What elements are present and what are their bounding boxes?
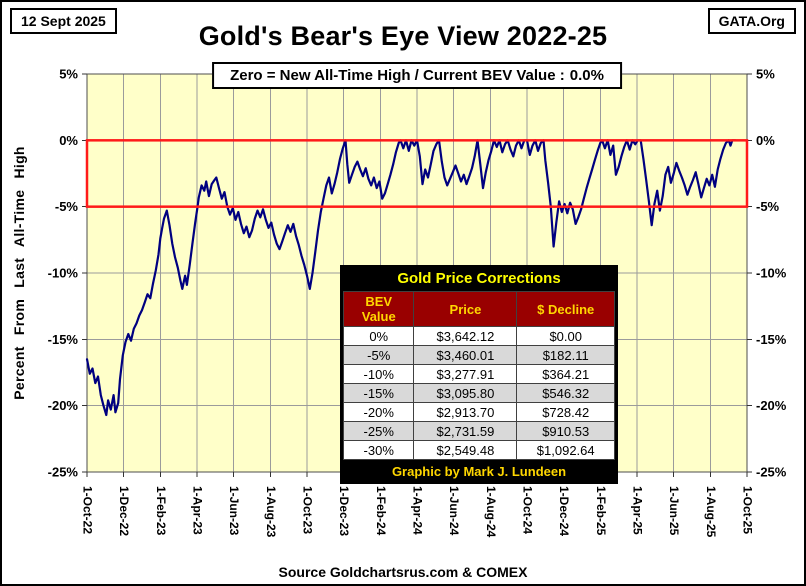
- y-tick-label-right: 0%: [756, 133, 775, 148]
- y-tick-label-right: -20%: [756, 398, 787, 413]
- price-cell: $2,913.70: [413, 402, 518, 422]
- table-row: -10% $3,277.91 $364.21: [342, 364, 615, 384]
- x-tick-label: 1-Aug-24: [484, 486, 498, 538]
- decline-cell: $182.11: [516, 345, 615, 365]
- y-tick-label-left: -20%: [48, 398, 79, 413]
- x-tick-label: 1-Aug-25: [704, 486, 718, 538]
- x-tick-label: 1-Oct-22: [81, 486, 95, 534]
- y-tick-label-right: 5%: [756, 67, 775, 82]
- bev-line: [85, 139, 737, 417]
- y-tick-label-right: -10%: [756, 266, 787, 281]
- gata-org-badge: GATA.Org: [707, 8, 796, 34]
- decline-cell: $728.42: [516, 402, 615, 422]
- x-tick-label: 1-Oct-25: [741, 486, 755, 534]
- price-cell: $3,460.01: [413, 345, 518, 365]
- table-row: -25% $2,731.59 $910.53: [342, 421, 615, 441]
- price-cell: $3,277.91: [413, 364, 518, 384]
- y-tick-label-left: -15%: [48, 332, 79, 347]
- price-cell: $3,095.80: [413, 383, 518, 403]
- x-tick-label: 1-Jun-25: [667, 486, 681, 536]
- y-tick-label-left: -5%: [55, 199, 79, 214]
- column-header: $ Decline: [516, 291, 615, 327]
- y-tick-label-left: -10%: [48, 266, 79, 281]
- x-tick-label: 1-Oct-24: [521, 486, 535, 534]
- x-tick-label: 1-Oct-23: [301, 486, 315, 534]
- table-row: -15% $3,095.80 $546.32: [342, 383, 615, 403]
- date-stamp: 12 Sept 2025: [10, 8, 117, 34]
- price-cell: $2,549.48: [413, 440, 518, 460]
- column-header: BEV Value: [342, 291, 415, 327]
- bev-value-cell: -10%: [342, 364, 415, 384]
- bev-value-cell: -20%: [342, 402, 415, 422]
- current-bev-value: 0.0%: [569, 67, 604, 84]
- bev-subtitle-text: Zero = New All-Time High / Current BEV V…: [230, 67, 565, 84]
- bev-value-cell: -5%: [342, 345, 415, 365]
- table-row: -20% $2,913.70 $728.42: [342, 402, 615, 422]
- table-body: 0% $3,642.12 $0.00 -5% $3,460.01 $182.11 -10% $…: [342, 326, 615, 460]
- table-title: Gold Price Corrections: [397, 270, 561, 287]
- y-tick-label-right: -15%: [756, 332, 787, 347]
- table-row: -30% $2,549.48 $1,092.64: [342, 440, 615, 460]
- decline-cell: $910.53: [516, 421, 615, 441]
- x-tick-label: 1-Dec-22: [117, 486, 131, 536]
- x-tick-label: 1-Feb-24: [374, 486, 388, 536]
- bev-value-cell: -30%: [342, 440, 415, 460]
- x-tick-label: 1-Jun-23: [227, 486, 241, 536]
- x-tick-label: 1-Aug-23: [264, 486, 278, 538]
- y-tick-label-right: -5%: [756, 199, 780, 214]
- ath-correction-band: [85, 139, 749, 208]
- table-header-row: BEV Value Price $ Decline: [342, 291, 615, 327]
- x-tick-label: 1-Apr-24: [411, 486, 425, 535]
- y-tick-label-left: -25%: [48, 465, 79, 480]
- y-tick-label-left: 5%: [59, 67, 78, 82]
- y-axis-title: Percent From Last All-Time High: [11, 146, 27, 400]
- price-cell: $2,731.59: [413, 421, 518, 441]
- table-credit: Graphic by Mark J. Lundeen: [391, 464, 567, 479]
- x-tick-label: 1-Feb-25: [594, 486, 608, 536]
- x-tick-label: 1-Dec-23: [337, 486, 351, 536]
- table-row: 0% $3,642.12 $0.00: [342, 326, 615, 346]
- x-tick-label: 1-Apr-23: [191, 486, 205, 535]
- x-tick-label: 1-Feb-23: [154, 486, 168, 536]
- bev-value-cell: -25%: [342, 421, 415, 441]
- x-tick-label: 1-Jun-24: [447, 486, 461, 536]
- decline-cell: $0.00: [516, 326, 615, 346]
- x-tick-label: 1-Apr-25: [631, 486, 645, 535]
- bev-value-cell: -15%: [342, 383, 415, 403]
- bev-value-cell: 0%: [342, 326, 415, 346]
- chart-title: Gold's Bear's Eye View 2022-25: [198, 21, 608, 51]
- y-tick-label-right: -25%: [756, 465, 787, 480]
- column-header: Price: [413, 291, 518, 327]
- corrections-grid: BEV Value Price $ Decline 0% $3,642.12 $0.00…: [342, 291, 615, 460]
- decline-cell: $546.32: [516, 383, 615, 403]
- x-tick-label: 1-Dec-24: [557, 486, 571, 536]
- y-tick-label-left: 0%: [59, 133, 78, 148]
- decline-cell: $1,092.64: [516, 440, 615, 460]
- gold-price-corrections-table: Gold Price Corrections BEV Value Price $ D…: [340, 265, 618, 484]
- table-row: -5% $3,460.01 $182.11: [342, 345, 615, 365]
- price-cell: $3,642.12: [413, 326, 518, 346]
- bev-subtitle-box: Zero = New All-Time High / Current BEV V…: [212, 62, 622, 89]
- decline-cell: $364.21: [516, 364, 615, 384]
- source-label: Source Goldchartsrus.com & COMEX: [278, 564, 528, 580]
